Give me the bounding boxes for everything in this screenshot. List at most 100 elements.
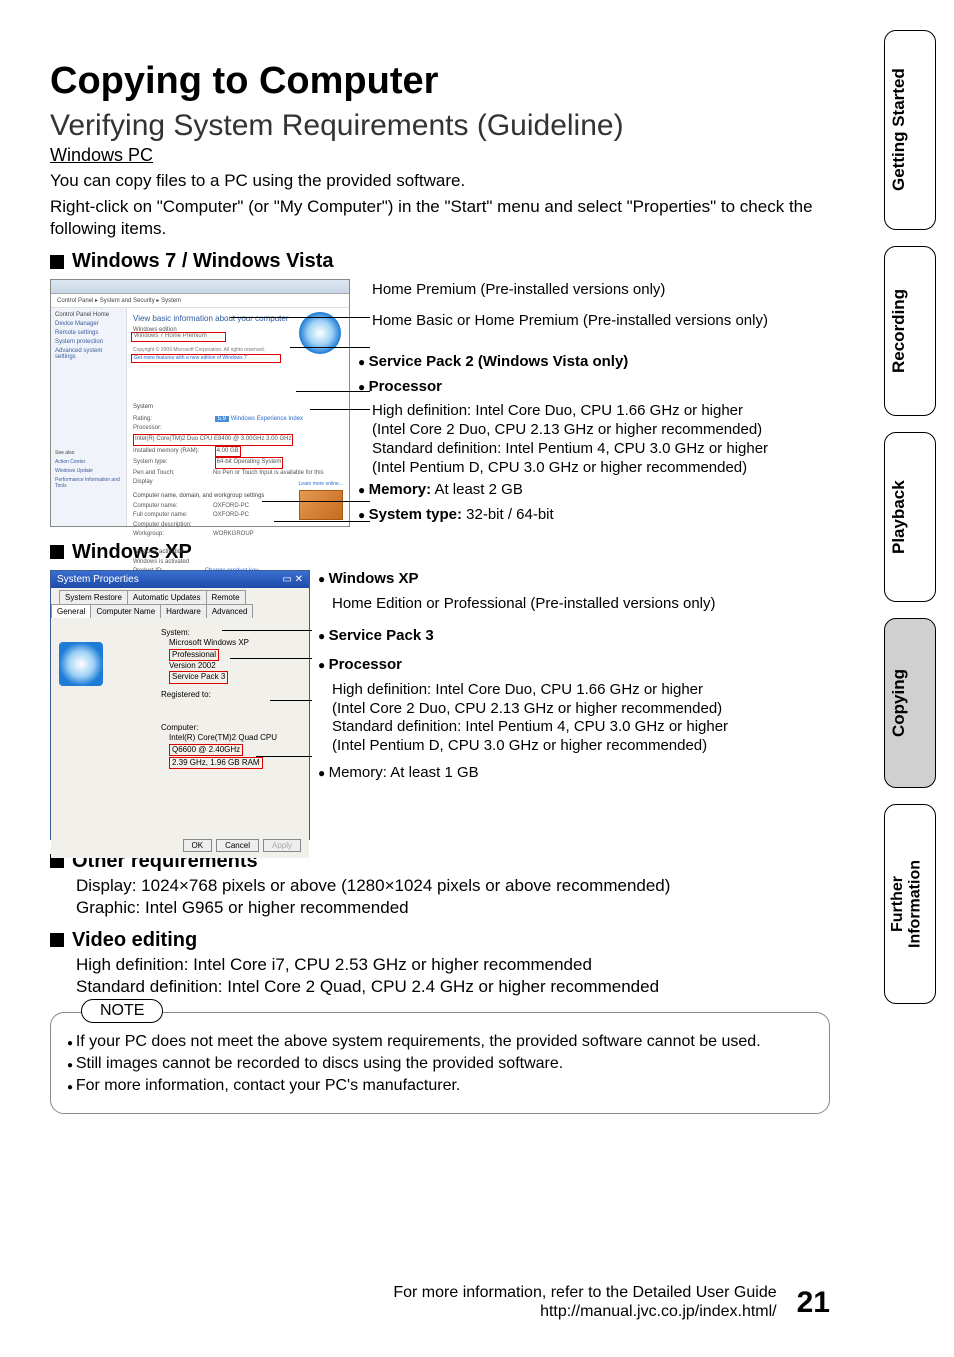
xp-annot-edition: Home Edition or Professional (Pre-instal… [332, 595, 830, 614]
ok-button[interactable]: OK [183, 839, 213, 852]
system-label: System [133, 403, 343, 413]
other-display: Display: 1024×768 pixels or above (1280×… [76, 875, 830, 897]
xp-annot-sp3: Service Pack 3 [329, 627, 434, 644]
edition-value: Windows 7 Home Premium [132, 333, 207, 339]
xp-sys-4: Service Pack 3 [169, 671, 228, 683]
annot-proc-4: (Intel Pentium D, CPU 3.0 GHz or higher … [372, 459, 830, 478]
sidetab-further: Further [889, 876, 906, 932]
annot-proc-1: High definition: Intel Core Duo, CPU 1.6… [372, 402, 830, 421]
note-item: If your PC does not meet the above syste… [67, 1033, 813, 1051]
annot-home-basic: Home Basic or Home Premium (Pre-installe… [372, 312, 830, 331]
video-sd: Standard definition: Intel Core 2 Quad, … [76, 976, 830, 998]
cancel-button[interactable]: Cancel [216, 839, 259, 852]
xp-screenshot: System Properties ▭ ✕ System Restore Aut… [50, 570, 310, 840]
xp-annot-proc-4: (Intel Pentium D, CPU 3.0 GHz or higher … [332, 737, 830, 756]
xp-sys-3: Version 2002 [169, 661, 249, 671]
xp-window-title: System Properties [57, 574, 139, 585]
note-tag: NOTE [81, 999, 163, 1023]
annot-proc-3: Standard definition: Intel Pentium 4, CP… [372, 440, 830, 459]
annot-proc-2: (Intel Core 2 Duo, CPU 2.13 GHz or highe… [372, 421, 830, 440]
more-features-link[interactable]: Get more features with a new edition of … [132, 355, 247, 361]
platform-heading: Windows PC [50, 145, 830, 166]
cdesc-label: Computer description: [133, 521, 213, 531]
cp-home: Control Panel Home [55, 312, 122, 318]
xp-tab[interactable]: Remote [206, 590, 246, 604]
video-hd: High definition: Intel Core i7, CPU 2.53… [76, 954, 830, 976]
rating-label: Rating: [133, 415, 213, 425]
sidebar-link[interactable]: Advanced system settings [55, 348, 122, 360]
sidebar-link[interactable]: Device Manager [55, 321, 122, 327]
xp-annot-proc-2: (Intel Core 2 Duo, CPU 2.13 GHz or highe… [332, 700, 830, 719]
win7-heading: Windows 7 / Windows Vista [72, 250, 334, 273]
cname-label: Computer name: [133, 502, 213, 512]
xp-tab[interactable]: System Restore [59, 590, 128, 604]
xp-comp-2: Q6600 @ 2.40GHz [169, 744, 243, 756]
section-marker-icon [50, 545, 64, 559]
see-also-item[interactable]: Action Center [55, 459, 122, 465]
activation-status: Windows is activated [133, 558, 343, 568]
footer-text-1: For more information, refer to the Detai… [393, 1283, 776, 1302]
xp-tab[interactable]: Computer Name [90, 604, 161, 618]
sidebar-link[interactable]: Remote settings [55, 330, 122, 336]
xp-annot-proc-head: Processor [329, 656, 402, 673]
apply-button[interactable]: Apply [263, 839, 301, 852]
intro-text-1: You can copy files to a PC using the pro… [50, 170, 830, 192]
genuine-logo-icon [299, 490, 343, 520]
systype-label: System type: [133, 458, 213, 468]
sidetab-playback[interactable]: Playback [884, 432, 936, 602]
ram-label: Installed memory (RAM): [133, 447, 213, 457]
xp-sys-1: Microsoft Windows XP [169, 638, 249, 648]
xp-tab[interactable]: Advanced [206, 604, 254, 618]
sidetab-copying[interactable]: Copying [884, 618, 936, 788]
footer-url: http://manual.jvc.co.jp/index.html/ [393, 1302, 776, 1321]
systype-value: 64-bit Operating System [215, 457, 284, 469]
sidetab-information: Information [907, 860, 924, 948]
annot-proc-head: Processor [369, 378, 442, 395]
xp-comp-label: Computer: [161, 723, 277, 733]
xp-logo-icon [59, 642, 103, 686]
note-box: NOTE If your PC does not meet the above … [50, 1012, 830, 1114]
wei-link[interactable]: Windows Experience Index [231, 416, 303, 422]
ram-value: 4.00 GB [215, 446, 241, 458]
fcname-value: OXFORD-PC [213, 512, 249, 518]
pen-label: Pen and Touch: [133, 469, 213, 479]
sidetab-recording[interactable]: Recording [884, 246, 936, 416]
breadcrumb: Control Panel ▸ System and Security ▸ Sy… [51, 294, 349, 308]
window-controls-icon[interactable]: ▭ ✕ [282, 574, 303, 585]
xp-annot-proc-1: High definition: Intel Core Duo, CPU 1.6… [332, 681, 830, 700]
see-also-label: See also [55, 450, 122, 456]
xp-reg-label: Registered to: [161, 690, 249, 700]
annot-mem-val: At least 2 GB [431, 481, 523, 498]
xp-annot-proc-3: Standard definition: Intel Pentium 4, CP… [332, 718, 830, 737]
section-marker-icon [50, 255, 64, 269]
proc-value: Intel(R) Core(TM)2 Duo CPU E8400 @ 3.00G… [133, 434, 293, 446]
video-heading: Video editing [72, 929, 197, 952]
annot-systype-head: System type: [369, 506, 462, 523]
annot-systype-val: 32-bit / 64-bit [462, 506, 554, 523]
learn-more-link[interactable]: Learn more online... [299, 480, 343, 488]
annot-mem-head: Memory: [369, 481, 432, 498]
wg-value: WORKGROUP [213, 531, 254, 537]
sidetab-further-info[interactable]: Further Information [884, 804, 936, 1004]
xp-tab-active[interactable]: General [51, 604, 91, 618]
xp-comp-1: Intel(R) Core(TM)2 Quad CPU [169, 733, 277, 743]
xp-comp-3: 2.39 GHz, 1.96 GB RAM [169, 757, 263, 769]
page-subtitle: Verifying System Requirements (Guideline… [50, 109, 830, 143]
see-also-item[interactable]: Performance Information and Tools [55, 477, 122, 489]
see-also-item[interactable]: Windows Update [55, 468, 122, 474]
xp-tab[interactable]: Hardware [160, 604, 207, 618]
xp-annot-head: Windows XP [329, 570, 419, 587]
annot-sp2: Service Pack 2 (Windows Vista only) [369, 353, 629, 370]
xp-tab[interactable]: Automatic Updates [127, 590, 207, 604]
intro-text-2: Right-click on "Computer" (or "My Comput… [50, 196, 830, 240]
cname-value: OXFORD-PC [213, 503, 249, 509]
sidebar-link[interactable]: System protection [55, 339, 122, 345]
section-marker-icon [50, 933, 64, 947]
proc-label: Processor: [133, 424, 213, 434]
sidetab-getting-started[interactable]: Getting Started [884, 30, 936, 230]
xp-sys-2: Professional [169, 649, 219, 661]
xp-annot-mem: Memory: At least 1 GB [318, 764, 830, 783]
fcname-label: Full computer name: [133, 511, 213, 521]
page-number: 21 [797, 1285, 830, 1321]
annot-home-premium: Home Premium (Pre-installed versions onl… [372, 281, 830, 300]
